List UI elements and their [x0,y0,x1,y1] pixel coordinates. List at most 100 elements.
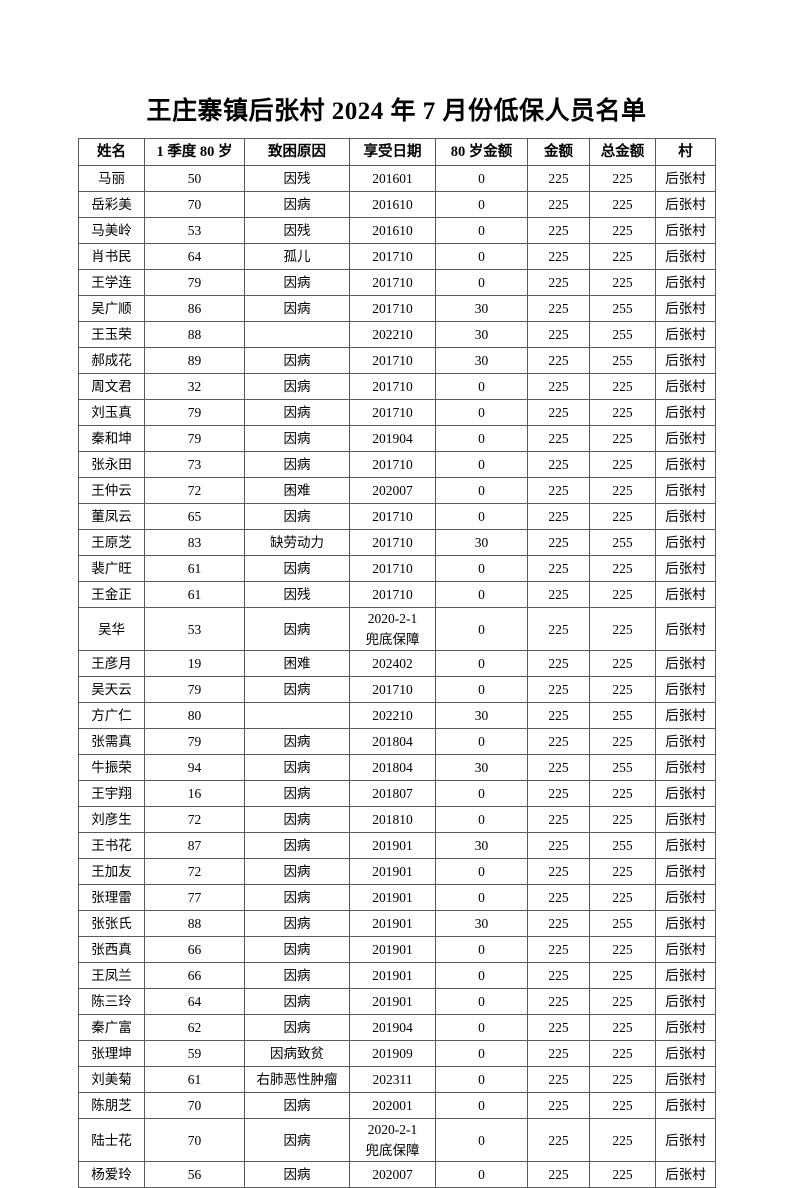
cell-bonus: 0 [435,165,528,192]
cell-age: 56 [144,1161,245,1188]
column-header-total: 总金额 [589,138,656,166]
cell-village: 后张村 [655,988,716,1015]
table-row: 陈三玲 64 因病 201901 0 225 225 后张村 [78,988,716,1015]
cell-age: 62 [144,1014,245,1041]
cell-date: 201807 [349,780,436,807]
cell-age: 61 [144,581,245,608]
cell-village: 后张村 [655,702,716,729]
cell-reason: 因病 [244,425,350,452]
cell-village: 后张村 [655,529,716,556]
cell-bonus: 0 [435,1040,528,1067]
cell-village: 后张村 [655,451,716,478]
cell-name: 张理雷 [78,884,145,911]
cell-bonus: 0 [435,1066,528,1093]
cell-amount: 225 [527,676,590,703]
cell-village: 后张村 [655,347,716,374]
cell-reason: 因病 [244,373,350,400]
cell-name: 秦和坤 [78,425,145,452]
cell-amount: 225 [527,1118,590,1162]
cell-name: 王学连 [78,269,145,296]
cell-name: 岳彩美 [78,191,145,218]
table-row: 张理坤 59 因病致贫 201909 0 225 225 后张村 [78,1040,716,1067]
cell-age: 79 [144,269,245,296]
cell-bonus: 30 [435,321,528,348]
cell-reason [244,702,350,729]
cell-amount: 225 [527,295,590,322]
cell-date: 201710 [349,581,436,608]
cell-age: 66 [144,962,245,989]
cell-total: 225 [589,676,656,703]
cell-age: 87 [144,832,245,859]
cell-village: 后张村 [655,806,716,833]
cell-name: 郝成花 [78,347,145,374]
cell-amount: 225 [527,1040,590,1067]
cell-total: 225 [589,988,656,1015]
cell-village: 后张村 [655,217,716,244]
cell-name: 王凤兰 [78,962,145,989]
cell-total: 225 [589,555,656,582]
cell-village: 后张村 [655,780,716,807]
cell-reason: 因病 [244,295,350,322]
cell-date-line2: 兜底保障 [365,632,420,647]
cell-date: 201901 [349,936,436,963]
cell-reason: 因病 [244,399,350,426]
table-row: 马美岭 53 因残 201610 0 225 225 后张村 [78,217,716,244]
cell-name: 王宇翔 [78,780,145,807]
cell-name: 王仲云 [78,477,145,504]
cell-village: 后张村 [655,884,716,911]
cell-age: 64 [144,988,245,1015]
cell-name: 王加友 [78,858,145,885]
cell-total: 225 [589,728,656,755]
cell-bonus: 0 [435,555,528,582]
cell-total: 255 [589,321,656,348]
cell-amount: 225 [527,217,590,244]
table-row: 岳彩美 70 因病 201610 0 225 225 后张村 [78,191,716,218]
table-row: 王书花 87 因病 201901 30 225 255 后张村 [78,832,716,859]
cell-date: 201901 [349,832,436,859]
cell-village: 后张村 [655,295,716,322]
cell-date: 201710 [349,269,436,296]
cell-reason: 因病 [244,1118,350,1162]
table-header-row: 姓名 1 季度 80 岁致困原因 享受日期 80 岁金额 金额 总金额村 [78,138,716,166]
cell-reason: 因病 [244,936,350,963]
table-row: 王学连 79 因病 201710 0 225 225 后张村 [78,269,716,296]
cell-name: 裴广旺 [78,555,145,582]
table-row: 周文君 32 因病 201710 0 225 225 后张村 [78,373,716,400]
cell-amount: 225 [527,425,590,452]
cell-bonus: 0 [435,503,528,530]
cell-village: 后张村 [655,477,716,504]
cell-total: 225 [589,1092,656,1119]
cell-bonus: 0 [435,243,528,270]
cell-date: 201904 [349,1014,436,1041]
cell-amount: 225 [527,269,590,296]
table-row: 王原芝 83 缺劳动力 201710 30 225 255 后张村 [78,529,716,556]
cell-reason: 因病致贫 [244,1040,350,1067]
cell-bonus: 0 [435,373,528,400]
cell-age: 80 [144,702,245,729]
cell-reason: 因病 [244,451,350,478]
cell-village: 后张村 [655,676,716,703]
cell-village: 后张村 [655,269,716,296]
cell-bonus: 0 [435,191,528,218]
cell-date: 201901 [349,858,436,885]
cell-bonus: 30 [435,295,528,322]
cell-age: 64 [144,243,245,270]
cell-amount: 225 [527,373,590,400]
cell-reason: 因病 [244,1092,350,1119]
cell-date: 201710 [349,347,436,374]
cell-village: 后张村 [655,373,716,400]
cell-village: 后张村 [655,910,716,937]
table-row: 张张氏 88 因病 201901 30 225 255 后张村 [78,910,716,937]
cell-date: 201610 [349,217,436,244]
cell-age: 53 [144,217,245,244]
cell-amount: 225 [527,1014,590,1041]
cell-amount: 225 [527,1092,590,1119]
cell-age: 66 [144,936,245,963]
table-row: 肖书民 64 孤儿 201710 0 225 225 后张村 [78,243,716,270]
cell-amount: 225 [527,988,590,1015]
cell-name: 张需真 [78,728,145,755]
cell-amount: 225 [527,962,590,989]
cell-amount: 225 [527,1161,590,1188]
cell-date: 202402 [349,650,436,677]
cell-date: 202007 [349,1161,436,1188]
